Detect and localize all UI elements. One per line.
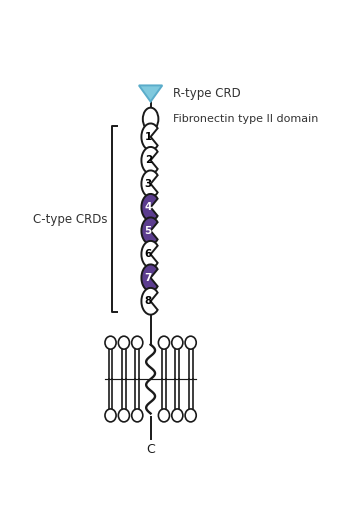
Wedge shape	[141, 170, 158, 197]
Ellipse shape	[105, 409, 116, 422]
Ellipse shape	[158, 336, 169, 349]
Text: C-type CRDs: C-type CRDs	[33, 213, 107, 226]
Text: 8: 8	[145, 296, 152, 306]
Wedge shape	[141, 265, 158, 291]
Text: Fibronectin type II domain: Fibronectin type II domain	[173, 114, 319, 124]
Wedge shape	[141, 124, 158, 150]
Ellipse shape	[118, 336, 130, 349]
Polygon shape	[139, 85, 162, 102]
Text: R-type CRD: R-type CRD	[173, 87, 241, 100]
Text: 2: 2	[145, 155, 152, 165]
Wedge shape	[141, 288, 158, 315]
Ellipse shape	[105, 336, 116, 349]
Wedge shape	[141, 147, 158, 174]
Text: 4: 4	[145, 203, 152, 213]
Text: C: C	[146, 443, 155, 457]
Wedge shape	[141, 241, 158, 268]
Ellipse shape	[132, 336, 143, 349]
Ellipse shape	[158, 409, 169, 422]
Circle shape	[143, 108, 158, 130]
Ellipse shape	[172, 409, 183, 422]
Ellipse shape	[185, 336, 196, 349]
Ellipse shape	[118, 409, 130, 422]
Ellipse shape	[185, 409, 196, 422]
Ellipse shape	[132, 409, 143, 422]
Text: 6: 6	[145, 249, 152, 259]
Wedge shape	[141, 217, 158, 244]
Text: 3: 3	[145, 179, 152, 189]
Text: 1: 1	[145, 132, 152, 142]
Text: 7: 7	[145, 273, 152, 283]
Wedge shape	[141, 194, 158, 221]
Ellipse shape	[172, 336, 183, 349]
Text: 5: 5	[145, 226, 152, 236]
